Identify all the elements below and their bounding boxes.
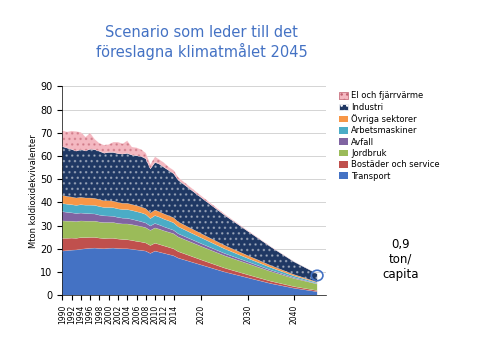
Legend: El och fjärrvärme, Industri, Övriga sektorer, Arbetsmaskiner, Avfall, Jordbruk, : El och fjärrvärme, Industri, Övriga sekt… bbox=[338, 91, 441, 181]
Text: 0,9
ton/
capita: 0,9 ton/ capita bbox=[383, 238, 419, 281]
Text: Scenario som leder till det
föreslagna klimatmålet 2045: Scenario som leder till det föreslagna k… bbox=[96, 25, 308, 60]
Y-axis label: Mton koldioxidekvivalenter: Mton koldioxidekvivalenter bbox=[28, 134, 37, 248]
